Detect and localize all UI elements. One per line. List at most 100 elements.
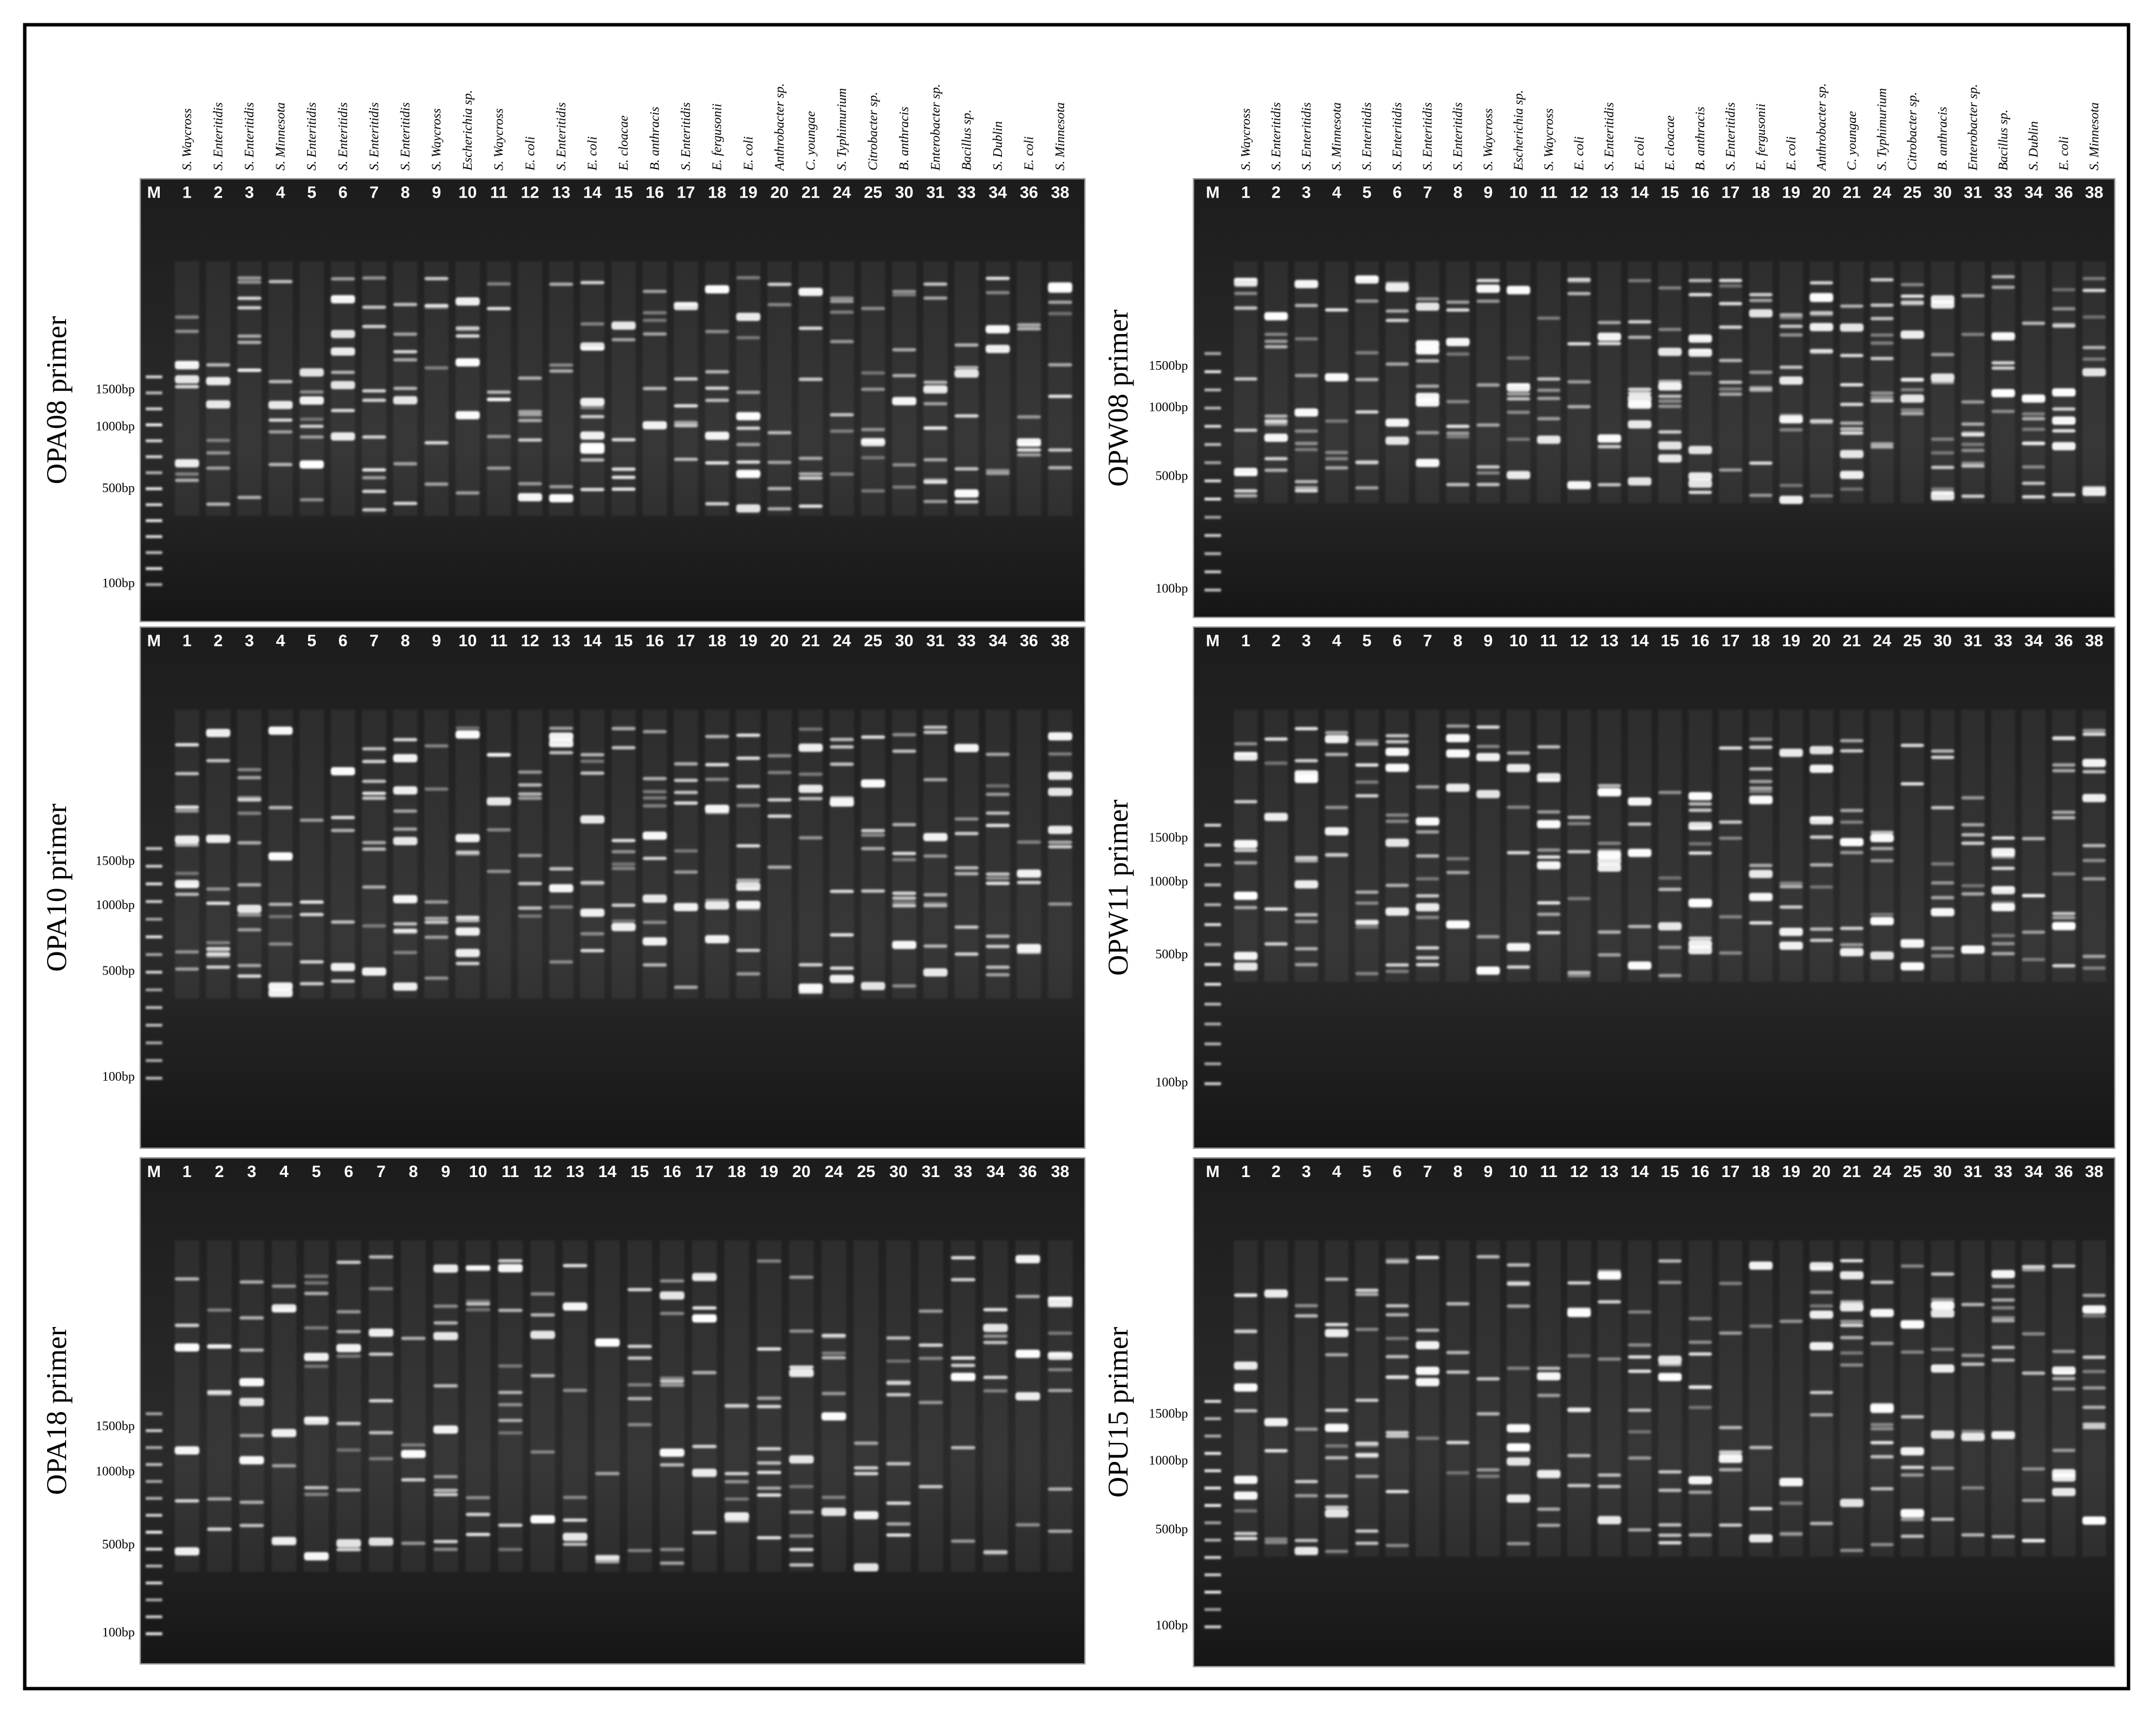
dna-band <box>1355 742 1379 746</box>
lane-smear <box>1476 709 1500 982</box>
dna-band <box>2022 1371 2046 1375</box>
species-label: Escherichia sp. <box>1512 90 1526 171</box>
dna-band <box>1809 494 1834 498</box>
dna-band <box>1355 925 1379 929</box>
dna-band <box>401 1478 426 1482</box>
lane-label: 17 <box>1721 184 1740 202</box>
dna-band <box>1840 402 1864 407</box>
species-label: S. Enteritidis <box>1603 102 1617 171</box>
dna-band <box>2022 394 2046 403</box>
dna-band <box>1779 413 1803 417</box>
dna-band <box>1476 935 1500 939</box>
lane-smear <box>207 1240 232 1572</box>
dna-band <box>861 489 885 493</box>
dna-band <box>757 1447 781 1451</box>
ladder-band <box>1204 534 1221 537</box>
dna-band <box>1015 1255 1040 1264</box>
dna-band <box>954 489 979 498</box>
dna-band <box>1658 973 1682 977</box>
dna-band <box>1476 1468 1500 1472</box>
dna-band <box>1900 378 1924 382</box>
dna-band <box>174 1323 200 1327</box>
species-label: B. anthracis <box>897 107 911 171</box>
species-label: S. Enteritidis <box>679 102 693 171</box>
dna-band <box>1567 971 1591 975</box>
dna-band <box>1840 808 1864 813</box>
dna-band <box>692 1306 717 1310</box>
dna-band <box>1961 1303 1985 1306</box>
dna-band <box>2022 1332 2046 1336</box>
ladder-band <box>1204 1062 1221 1066</box>
ladder-band <box>1204 589 1221 592</box>
dna-band <box>498 1547 523 1552</box>
dna-band <box>1476 966 1500 975</box>
dna-band <box>304 1291 329 1296</box>
lane-smear <box>954 709 979 998</box>
dna-band <box>1325 735 1349 743</box>
species-label: E. coli <box>1633 136 1647 171</box>
lane-label: 2 <box>1272 632 1281 650</box>
dna-band <box>362 508 387 512</box>
ladder-band <box>146 551 162 554</box>
dna-band <box>1688 851 1712 855</box>
dna-band <box>954 925 979 929</box>
dna-band <box>562 1543 588 1546</box>
dna-band <box>455 491 480 495</box>
marker-label: 500bp <box>102 964 135 978</box>
dna-band <box>918 1485 943 1488</box>
dna-band <box>518 783 543 787</box>
dna-band <box>2051 1264 2076 1268</box>
dna-band <box>611 866 636 871</box>
dna-band <box>1961 892 1985 896</box>
dna-band <box>1779 316 1803 319</box>
dna-band <box>1264 942 1288 946</box>
dna-band <box>1658 1280 1682 1284</box>
lane-smear <box>1809 1240 1834 1557</box>
dna-band <box>692 1445 717 1448</box>
dna-band <box>174 1343 200 1352</box>
dna-band <box>549 884 574 893</box>
dna-band <box>1536 745 1561 749</box>
lane-smear <box>1506 1240 1530 1557</box>
lane-smear <box>1627 1240 1652 1557</box>
dna-band <box>362 305 387 309</box>
dna-band <box>1048 732 1072 741</box>
lane-label: 30 <box>1933 184 1952 202</box>
dna-band <box>2082 277 2106 280</box>
dna-band <box>1718 1426 1743 1429</box>
dna-band <box>1779 376 1803 385</box>
dna-band <box>821 1334 846 1337</box>
lane-smear <box>304 1240 329 1572</box>
species-label: S. Waycross <box>1542 108 1556 171</box>
dna-band <box>393 754 418 763</box>
lane-label: 15 <box>1661 184 1679 202</box>
dna-band <box>368 1352 394 1356</box>
dna-band <box>1809 1413 1834 1417</box>
dna-band <box>1627 400 1652 409</box>
dna-band <box>2082 759 2106 767</box>
dna-band <box>954 952 979 956</box>
lane-label: 12 <box>1570 184 1588 202</box>
dna-band <box>1355 1328 1379 1331</box>
species-label: E. coli <box>1784 136 1799 171</box>
ladder-band <box>146 1497 162 1500</box>
lane-label: 30 <box>889 1162 908 1181</box>
lane-label: 9 <box>432 632 441 650</box>
dna-band <box>1718 1331 1743 1335</box>
dna-band <box>1688 792 1712 801</box>
dna-band <box>1991 361 2015 365</box>
dna-band <box>1627 335 1652 339</box>
dna-band <box>1688 1406 1712 1409</box>
dna-band <box>798 963 823 967</box>
dna-band <box>674 762 699 766</box>
dna-band <box>1870 1341 1894 1345</box>
dna-band <box>1931 1430 1955 1439</box>
dna-band <box>1931 437 1955 441</box>
marker-label: 100bp <box>1155 1075 1188 1089</box>
dna-band <box>1048 788 1072 796</box>
lane-label: M <box>147 1162 161 1181</box>
dna-band <box>455 328 480 331</box>
dna-band <box>789 1275 814 1279</box>
lane-smear <box>1536 261 1561 504</box>
dna-band <box>1840 926 1864 930</box>
